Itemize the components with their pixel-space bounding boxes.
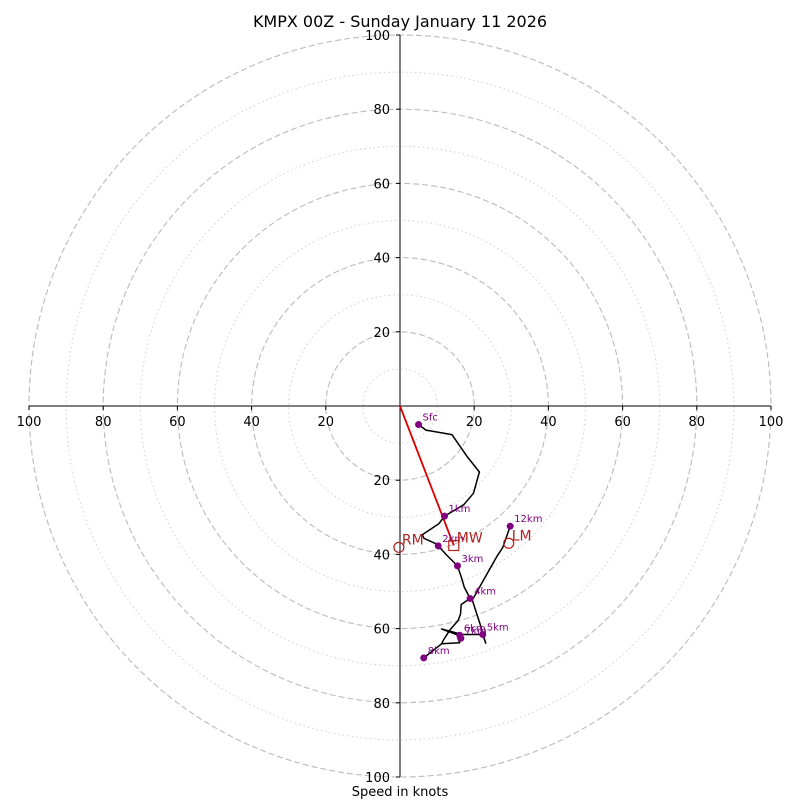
height-label: 8km: [428, 646, 450, 657]
x-tick-label: 100: [17, 415, 42, 430]
height-marker: [479, 631, 487, 639]
height-marker: [466, 595, 474, 603]
x-tick-label: 20: [466, 415, 483, 430]
y-tick-label: 20: [373, 326, 390, 341]
height-marker: [441, 512, 449, 520]
mw-label: MW: [457, 530, 483, 546]
y-tick-label: 100: [365, 771, 390, 786]
x-axis-label: Speed in knots: [352, 785, 449, 800]
x-tick-label: 40: [540, 415, 557, 430]
shear-line: [399, 405, 455, 546]
x-tick-label: 60: [614, 415, 631, 430]
height-marker: [454, 562, 462, 570]
height-marker: [434, 542, 442, 550]
y-tick-label: 60: [373, 623, 390, 638]
height-label: 4km: [474, 587, 496, 598]
height-label: 6km: [464, 623, 486, 634]
y-tick-label: 100: [365, 29, 390, 44]
y-tick-label: 60: [373, 177, 390, 192]
height-marker: [415, 421, 423, 429]
height-label: 2km: [442, 534, 464, 545]
rm-label: RM: [402, 532, 424, 548]
height-label: 1km: [449, 504, 471, 515]
rm-marker: [393, 541, 405, 553]
x-tick-label: 80: [95, 415, 112, 430]
x-tick-label: 100: [759, 415, 784, 430]
height-marker: [420, 654, 428, 662]
height-marker: [457, 634, 465, 642]
x-tick-label: 40: [243, 415, 260, 430]
height-label: 12km: [514, 514, 542, 525]
trace-line: [418, 423, 511, 659]
height-marker: [506, 522, 514, 530]
y-tick-label: 40: [373, 548, 390, 563]
storm-motion-markers: RM LM MW: [393, 528, 532, 553]
shear-vector: [399, 405, 455, 546]
y-tick-label: 20: [373, 474, 390, 489]
lm-label: LM: [512, 528, 532, 544]
mw-marker: [448, 539, 460, 552]
lm-marker: [503, 537, 515, 549]
x-tick-label: 60: [169, 415, 186, 430]
y-tick-label: 80: [373, 103, 390, 118]
height-label: Sfc: [423, 413, 438, 424]
chart-title: KMPX 00Z - Sunday January 11 2026: [253, 12, 547, 31]
height-label: 7km: [465, 626, 487, 637]
wind-trace: [418, 423, 511, 659]
y-tick-label: 80: [373, 697, 390, 712]
axis-tick-labels: 100 80 60 40 20 20 40 60 80 100 20 40 60 80 100 20 40 60 8…: [17, 29, 784, 786]
height-label: 5km: [487, 623, 509, 634]
x-tick-label: 20: [318, 415, 335, 430]
x-tick-label: 80: [689, 415, 706, 430]
height-label: 3km: [462, 554, 484, 565]
y-tick-label: 40: [373, 252, 390, 267]
